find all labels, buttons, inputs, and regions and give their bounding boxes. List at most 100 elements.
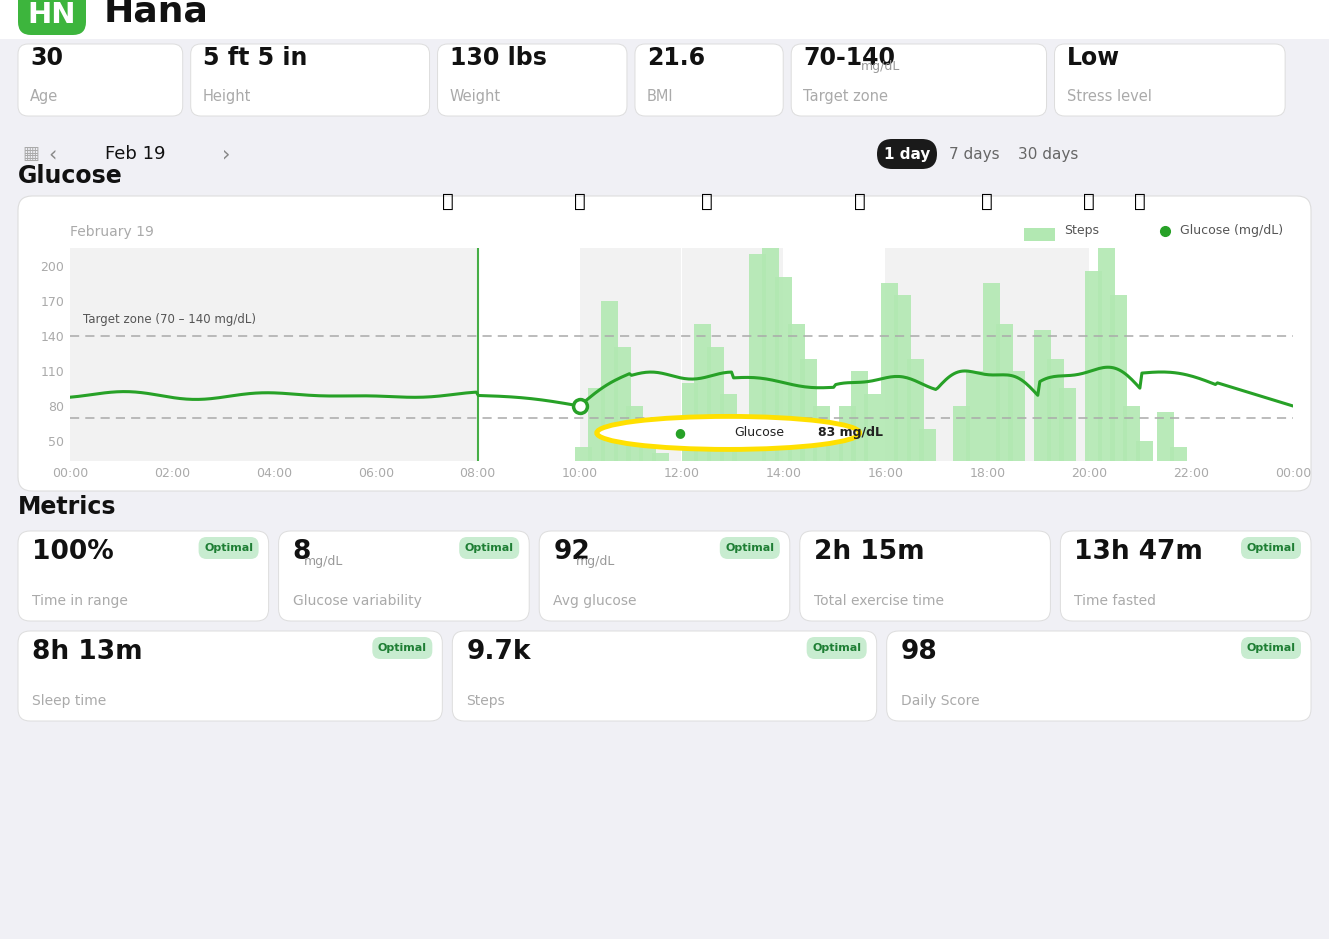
Bar (953, 406, 970, 461)
Bar (579, 248, 682, 461)
Text: 9.7k: 9.7k (466, 639, 530, 665)
Text: Optimal: Optimal (812, 643, 861, 653)
Text: Glucose (mg/dL): Glucose (mg/dL) (1180, 224, 1284, 238)
Text: Optimal: Optimal (726, 543, 775, 553)
Bar (1059, 389, 1076, 461)
Bar (651, 453, 668, 461)
Text: Steps: Steps (466, 694, 505, 708)
FancyBboxPatch shape (198, 537, 259, 559)
Bar (920, 429, 937, 461)
Text: 1 day: 1 day (884, 146, 930, 162)
Text: Hana: Hana (104, 0, 209, 28)
FancyBboxPatch shape (540, 531, 789, 621)
FancyBboxPatch shape (877, 139, 937, 169)
Text: 30: 30 (31, 46, 62, 70)
Bar (813, 406, 831, 461)
FancyBboxPatch shape (191, 44, 429, 116)
Bar (1047, 360, 1063, 461)
Text: February 19: February 19 (70, 225, 154, 239)
Bar (707, 347, 724, 461)
Text: Daily Score: Daily Score (901, 694, 979, 708)
Text: Age: Age (31, 89, 58, 104)
Bar (763, 242, 779, 461)
Bar (601, 300, 618, 461)
Text: Weight: Weight (449, 89, 501, 104)
Text: Total exercise time: Total exercise time (813, 594, 944, 608)
FancyBboxPatch shape (1061, 531, 1310, 621)
Bar (788, 324, 804, 461)
Text: 8: 8 (292, 539, 311, 565)
Text: 7 days: 7 days (949, 146, 999, 162)
FancyBboxPatch shape (19, 631, 443, 721)
Bar (825, 441, 843, 461)
FancyBboxPatch shape (19, 196, 1310, 491)
Bar (732, 429, 750, 461)
Text: ‹: ‹ (48, 144, 56, 164)
Text: 21.6: 21.6 (647, 46, 706, 70)
Text: HN: HN (28, 1, 76, 29)
Text: Optimal: Optimal (1247, 543, 1296, 553)
Text: 100%: 100% (32, 539, 114, 565)
Text: ●: ● (674, 426, 684, 439)
Text: Time in range: Time in range (32, 594, 128, 608)
Bar (1170, 447, 1187, 461)
Bar (1023, 228, 1054, 240)
Text: 2h 15m: 2h 15m (813, 539, 925, 565)
Bar (575, 447, 593, 461)
Bar (70, 248, 477, 461)
Text: 5 ft 5 in: 5 ft 5 in (203, 46, 307, 70)
FancyBboxPatch shape (437, 44, 627, 116)
Bar (894, 295, 910, 461)
Text: Steps: Steps (1065, 224, 1099, 238)
Bar (1158, 412, 1174, 461)
Bar (881, 284, 898, 461)
Text: 🥗: 🥗 (855, 192, 865, 211)
FancyBboxPatch shape (807, 637, 867, 659)
FancyBboxPatch shape (372, 637, 432, 659)
Text: 98: 98 (901, 639, 937, 665)
FancyBboxPatch shape (460, 537, 520, 559)
Bar (775, 277, 792, 461)
Bar (995, 324, 1013, 461)
FancyBboxPatch shape (452, 631, 877, 721)
Text: mg/dL: mg/dL (861, 60, 901, 73)
Text: Glucose: Glucose (734, 426, 784, 439)
Text: Optimal: Optimal (205, 543, 253, 553)
Text: 🍎: 🍎 (1083, 192, 1095, 211)
Text: Target zone (70 – 140 mg/dL): Target zone (70 – 140 mg/dL) (82, 314, 255, 327)
FancyBboxPatch shape (1241, 537, 1301, 559)
Bar (1009, 371, 1026, 461)
Bar (682, 382, 699, 461)
Text: Time fasted: Time fasted (1074, 594, 1156, 608)
Bar (587, 389, 605, 461)
FancyBboxPatch shape (791, 44, 1046, 116)
FancyBboxPatch shape (1054, 44, 1285, 116)
Text: ▦: ▦ (23, 145, 39, 163)
Bar (885, 248, 987, 461)
Text: 70-140: 70-140 (803, 46, 896, 70)
Text: 💤: 💤 (441, 192, 453, 211)
Text: Glucose: Glucose (19, 164, 122, 188)
Text: Feb 19: Feb 19 (105, 145, 165, 163)
Bar (639, 429, 657, 461)
FancyBboxPatch shape (886, 631, 1310, 721)
Text: Optimal: Optimal (465, 543, 514, 553)
Bar (1084, 271, 1102, 461)
Bar (966, 371, 983, 461)
Text: Optimal: Optimal (377, 643, 427, 653)
Text: mg/dL: mg/dL (577, 555, 615, 568)
Text: Sleep time: Sleep time (32, 694, 106, 708)
Text: Glucose variability: Glucose variability (292, 594, 421, 608)
Bar (626, 406, 643, 461)
Text: Target zone: Target zone (803, 89, 888, 104)
Text: Avg glucose: Avg glucose (553, 594, 637, 608)
Bar (1123, 406, 1140, 461)
FancyBboxPatch shape (19, 44, 182, 116)
Bar (720, 394, 736, 461)
Text: 🍎: 🍎 (1134, 192, 1146, 211)
FancyBboxPatch shape (19, 0, 86, 35)
Bar (864, 394, 881, 461)
Text: 🔍: 🔍 (574, 192, 586, 211)
Text: Stress level: Stress level (1066, 89, 1151, 104)
Ellipse shape (597, 416, 860, 450)
